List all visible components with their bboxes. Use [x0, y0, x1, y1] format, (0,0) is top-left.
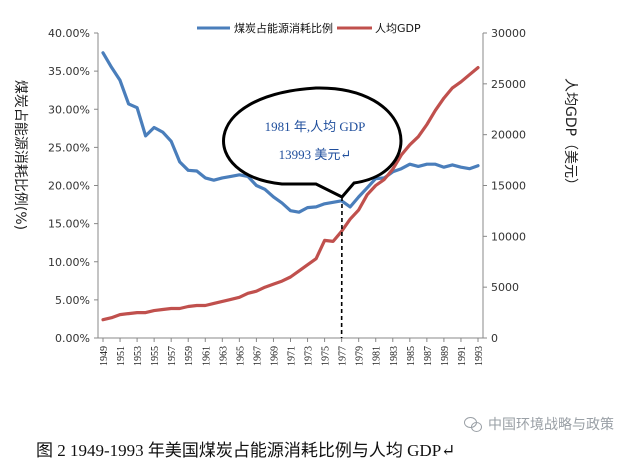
right-axis-ticks: 0 5000 10000 15000 20000 25000 30000 — [483, 27, 526, 345]
left-tick-label: 15.00% — [48, 218, 90, 231]
x-tick-label: 1955 — [150, 346, 161, 366]
left-axis-ticks: 0.00% 5.00% 10.00% 15.00% 20.00% 25.00% 30.00%… — [48, 27, 98, 345]
right-tick-label: 15000 — [491, 180, 526, 193]
x-tick-label: 1961 — [201, 346, 212, 366]
left-tick-label: 0.00% — [55, 332, 90, 345]
right-tick-label: 5000 — [491, 281, 519, 294]
watermark-text: 中国环境战略与政策 — [488, 417, 614, 433]
x-tick-label: 1957 — [167, 346, 178, 366]
left-tick-label: 5.00% — [55, 294, 90, 307]
right-tick-label: 25000 — [491, 78, 526, 91]
legend: 煤炭占能源消耗比例 人均GDP — [197, 21, 421, 35]
x-tick-label: 1991 — [457, 346, 468, 366]
x-tick-label: 1965 — [235, 346, 246, 366]
figure-caption: 图 2 1949-1993 年美国煤炭占能源消耗比例与人均 GDP↵ — [36, 441, 456, 460]
right-tick-label: 30000 — [491, 27, 526, 40]
wechat-icon — [464, 417, 482, 432]
left-tick-label: 20.00% — [48, 180, 90, 193]
right-axis-title: 人均GDP（美元） — [562, 78, 578, 192]
x-tick-label: 1969 — [269, 346, 280, 366]
x-tick-label: 1959 — [184, 346, 195, 366]
x-tick-label: 1987 — [423, 346, 434, 366]
callout-line-2: 13993 美元↵ — [279, 147, 352, 162]
x-tick-label: 1993 — [474, 346, 485, 366]
annotation-callout: 1981 年,人均 GDP 13993 美元↵ — [222, 86, 403, 339]
series-lines — [101, 51, 480, 322]
chart: 0.00% 5.00% 10.00% 15.00% 20.00% 25.00% 30.00%… — [12, 21, 578, 366]
x-tick-label: 1979 — [355, 346, 366, 366]
series-line-gdp — [101, 65, 480, 322]
right-tick-label: 0 — [491, 332, 498, 345]
series-line-coal — [101, 51, 480, 214]
legend-label-coal: 煤炭占能源消耗比例 — [234, 21, 333, 35]
x-tick-label: 1949 — [99, 346, 110, 366]
x-tick-label: 1983 — [389, 346, 400, 366]
left-tick-label: 35.00% — [48, 65, 90, 78]
left-tick-label: 40.00% — [48, 27, 90, 40]
left-tick-label: 10.00% — [48, 256, 90, 269]
x-tick-label: 1951 — [116, 346, 127, 366]
x-tick-label: 1973 — [304, 346, 315, 366]
x-tick-label: 1977 — [338, 346, 349, 366]
x-tick-label: 1985 — [406, 346, 417, 366]
legend-label-gdp: 人均GDP — [375, 22, 421, 35]
x-tick-label: 1975 — [321, 346, 332, 366]
callout-line-1: 1981 年,人均 GDP — [265, 119, 366, 134]
x-tick-label: 1953 — [133, 346, 144, 366]
right-tick-label: 20000 — [491, 129, 526, 142]
left-tick-label: 25.00% — [48, 141, 90, 154]
x-axis-ticks: 1949 1951 1953 1955 1957 1959 1961 1963 1965 1967… — [99, 338, 485, 366]
x-tick-label: 1981 — [372, 346, 383, 366]
right-tick-label: 10000 — [491, 230, 526, 243]
x-tick-label: 1963 — [218, 346, 229, 366]
x-tick-label: 1989 — [440, 346, 451, 366]
left-axis-title: 煤炭占能源消耗比例(%) — [12, 80, 28, 230]
x-tick-label: 1971 — [287, 346, 298, 366]
left-tick-label: 30.00% — [48, 103, 90, 116]
callout-bubble — [222, 86, 403, 199]
x-tick-label: 1967 — [252, 346, 263, 366]
watermark: 中国环境战略与政策 — [464, 414, 614, 434]
